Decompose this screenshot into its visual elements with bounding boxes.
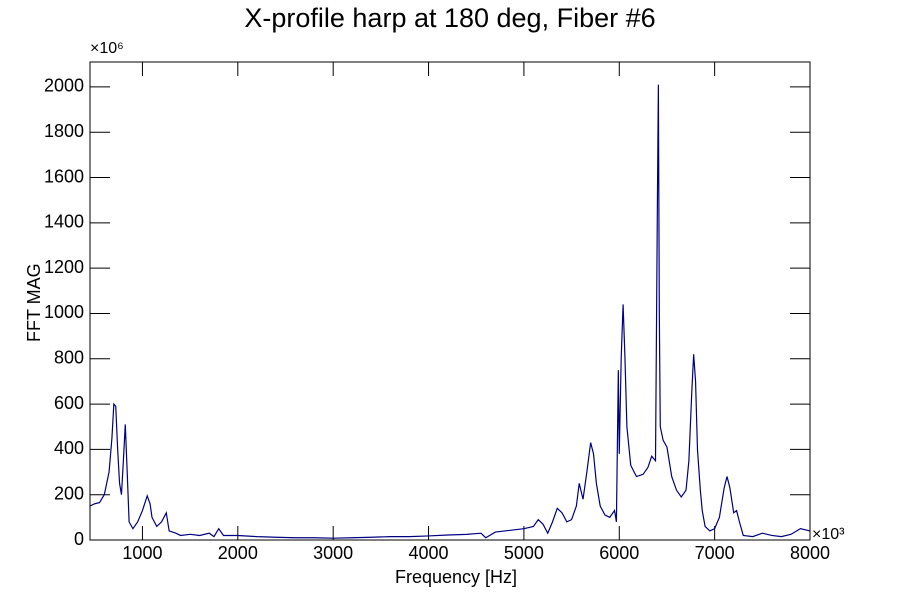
- x-tick-label: 2000: [218, 543, 258, 563]
- x-tick-label: 8000: [790, 543, 830, 563]
- y-tick-label: 1800: [44, 121, 84, 141]
- x-tick-label: 1000: [122, 543, 162, 563]
- y-tick-label: 800: [54, 348, 84, 368]
- x-tick-label: 3000: [313, 543, 353, 563]
- y-multiplier: ×10⁶: [90, 40, 124, 57]
- x-tick-label: 4000: [409, 543, 449, 563]
- y-tick-label: 400: [54, 438, 84, 458]
- y-tick-label: 1400: [44, 212, 84, 232]
- y-tick-label: 600: [54, 393, 84, 413]
- chart-title: X-profile harp at 180 deg, Fiber #6: [244, 3, 655, 33]
- x-tick-label: 6000: [599, 543, 639, 563]
- y-axis-label: FFT MAG: [24, 263, 44, 342]
- y-tick-label: 200: [54, 483, 84, 503]
- y-tick-label: 1000: [44, 302, 84, 322]
- series-line: [89, 84, 811, 539]
- x-multiplier: ×10³: [812, 526, 845, 543]
- plot-frame: [89, 61, 811, 541]
- y-tick-label: 1600: [44, 166, 84, 186]
- y-tick-label: 1200: [44, 257, 84, 277]
- x-axis-label: Frequency [Hz]: [395, 567, 517, 587]
- x-tick-label: 7000: [695, 543, 735, 563]
- y-tick-label: 2000: [44, 76, 84, 96]
- x-tick-label: 5000: [504, 543, 544, 563]
- y-tick-label: 0: [74, 529, 84, 549]
